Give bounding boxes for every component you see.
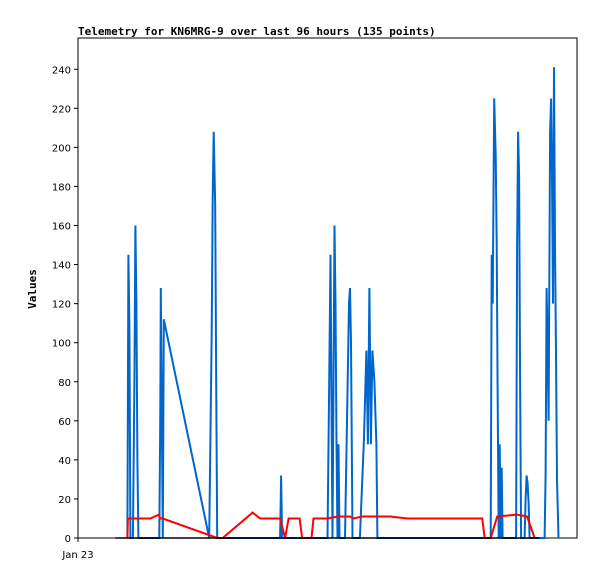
y-tick-label: 180: [52, 182, 71, 193]
y-tick-label: 100: [52, 339, 71, 350]
y-tick-label: 80: [58, 378, 71, 389]
y-tick-label: 220: [52, 104, 71, 115]
chart-title: Telemetry for KN6MRG-9 over last 96 hour…: [78, 25, 436, 38]
y-tick-label: 40: [58, 456, 71, 467]
y-tick-label: 200: [52, 143, 71, 154]
y-axis: 0 20 40 60 80 100 120 140 160 180 200 220 240: [52, 65, 78, 545]
y-tick-label: 60: [58, 417, 71, 428]
y-tick-label: 20: [58, 495, 71, 506]
x-axis: Jan 23: [61, 538, 94, 561]
series-line-2: [126, 511, 536, 539]
x-tick-label: Jan 23: [61, 550, 93, 561]
y-tick-label: 160: [52, 222, 71, 233]
y-tick-label: 140: [52, 261, 71, 272]
y-axis-label: Values: [26, 269, 39, 309]
series-layer: [115, 67, 560, 539]
series-line-1: [126, 67, 560, 539]
y-tick-label: 120: [52, 300, 71, 311]
y-tick-label: 240: [52, 65, 71, 76]
y-tick-label: 0: [65, 534, 71, 545]
